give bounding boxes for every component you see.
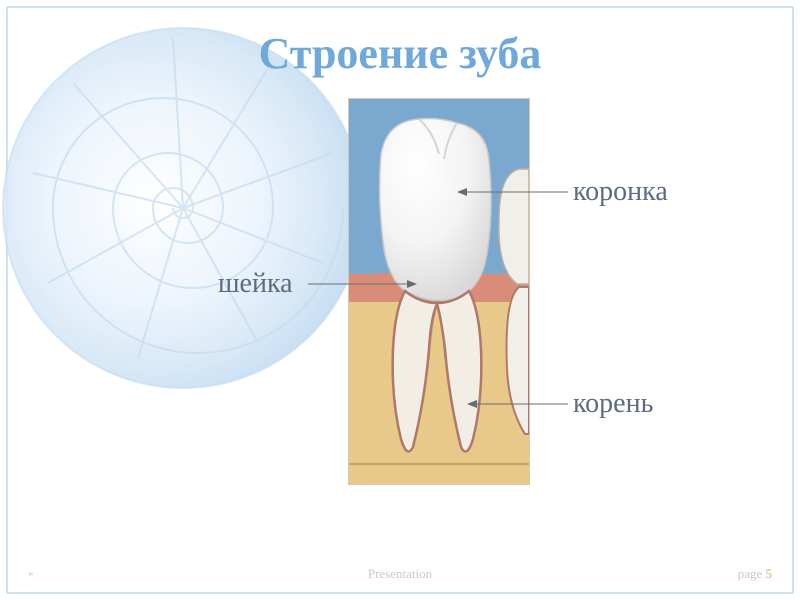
slide-frame: Строение зуба шейка <box>6 6 794 594</box>
arrow-crown <box>8 8 800 600</box>
footer-center: Presentation <box>8 566 792 582</box>
footer-page-prefix: page <box>738 566 766 581</box>
footer-page: page 5 <box>738 566 772 582</box>
footer-page-number: 5 <box>766 566 773 581</box>
